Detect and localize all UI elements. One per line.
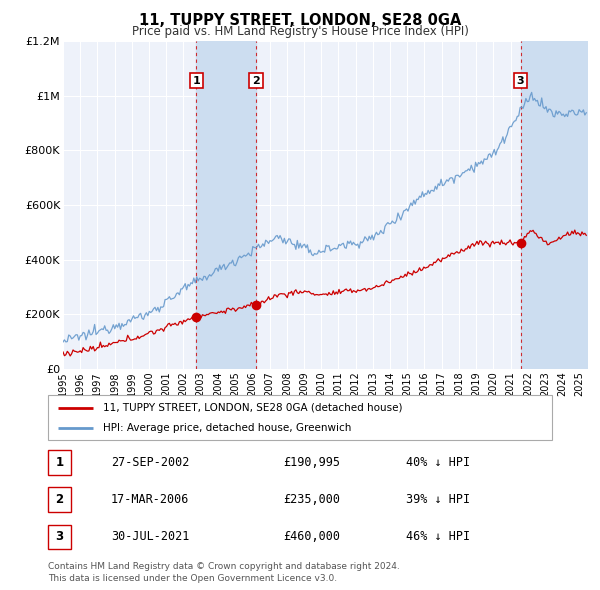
Text: £460,000: £460,000 bbox=[284, 530, 341, 543]
Text: Contains HM Land Registry data © Crown copyright and database right 2024.
This d: Contains HM Land Registry data © Crown c… bbox=[48, 562, 400, 583]
Text: 40% ↓ HPI: 40% ↓ HPI bbox=[406, 456, 470, 469]
Text: 2: 2 bbox=[252, 76, 260, 86]
FancyBboxPatch shape bbox=[48, 395, 552, 440]
Text: HPI: Average price, detached house, Greenwich: HPI: Average price, detached house, Gree… bbox=[103, 424, 352, 434]
Text: £190,995: £190,995 bbox=[284, 456, 341, 469]
Text: 11, TUPPY STREET, LONDON, SE28 0GA: 11, TUPPY STREET, LONDON, SE28 0GA bbox=[139, 13, 461, 28]
Text: 27-SEP-2002: 27-SEP-2002 bbox=[111, 456, 189, 469]
Text: 3: 3 bbox=[55, 530, 64, 543]
Text: 30-JUL-2021: 30-JUL-2021 bbox=[111, 530, 189, 543]
Text: 1: 1 bbox=[193, 76, 200, 86]
Text: Price paid vs. HM Land Registry's House Price Index (HPI): Price paid vs. HM Land Registry's House … bbox=[131, 25, 469, 38]
Text: 1: 1 bbox=[55, 456, 64, 469]
Text: 46% ↓ HPI: 46% ↓ HPI bbox=[406, 530, 470, 543]
Text: 2: 2 bbox=[55, 493, 64, 506]
Text: 17-MAR-2006: 17-MAR-2006 bbox=[111, 493, 189, 506]
Text: 39% ↓ HPI: 39% ↓ HPI bbox=[406, 493, 470, 506]
Text: 3: 3 bbox=[517, 76, 524, 86]
Bar bbox=[521, 41, 588, 369]
Bar bbox=[196, 41, 256, 369]
Text: 11, TUPPY STREET, LONDON, SE28 0GA (detached house): 11, TUPPY STREET, LONDON, SE28 0GA (deta… bbox=[103, 403, 403, 412]
Text: £235,000: £235,000 bbox=[284, 493, 341, 506]
